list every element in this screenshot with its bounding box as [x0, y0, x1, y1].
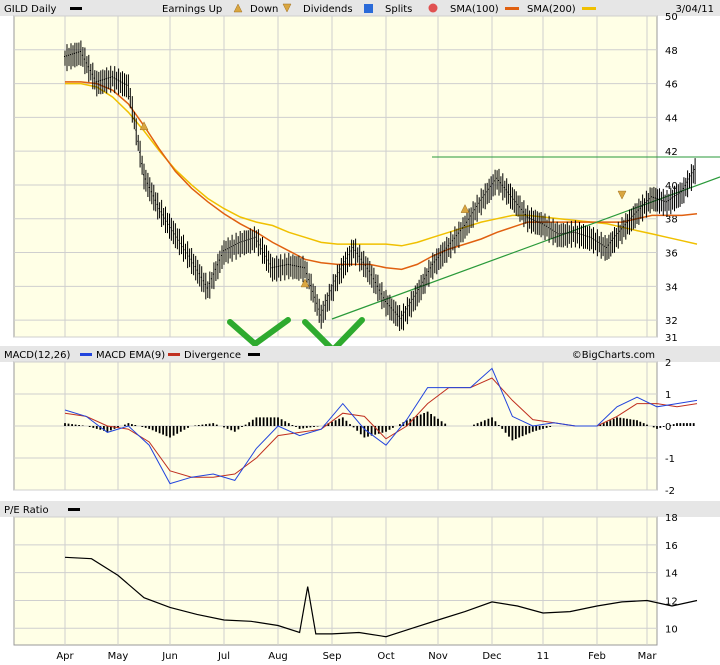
pe-swatch	[68, 508, 80, 511]
x-tick-label: Jun	[161, 651, 178, 662]
macd-line	[64, 367, 698, 485]
chart-title: GILD Daily	[4, 4, 57, 15]
x-tick-label: Nov	[428, 651, 448, 662]
pe-tick-label: 16	[665, 541, 678, 552]
x-tick-label: Aug	[268, 651, 288, 662]
macd-tick-label: -1	[665, 454, 675, 465]
x-tick-label: Dec	[482, 651, 501, 662]
pe-tick-label: 14	[665, 569, 678, 580]
price-tick-label: 50	[665, 12, 678, 23]
macd-panel: MACD(12,26) MACD EMA(9) Divergence ©BigC…	[0, 346, 720, 497]
price-tick-label: 44	[665, 113, 678, 124]
price-tick-label: 34	[665, 282, 678, 293]
price-tick-label: 40	[665, 181, 678, 192]
earnings-markers	[139, 121, 627, 288]
price-tick-label: 42	[665, 147, 678, 158]
x-tick-label: 11	[537, 651, 550, 662]
watermark: ©BigCharts.com	[572, 350, 655, 361]
x-tick-label: Sep	[323, 651, 342, 662]
sma200-swatch	[582, 7, 596, 10]
price-grid	[14, 15, 657, 338]
earnings-marker-icon	[139, 121, 149, 131]
pe-grid	[14, 516, 657, 645]
divergence-swatch	[248, 353, 260, 356]
legend-down: Down	[250, 4, 278, 15]
price-tick-label: 31	[665, 333, 678, 344]
macd-tick-label: -2	[665, 486, 675, 497]
legend-earnings-up: Earnings Up	[162, 4, 222, 15]
pe-plot-area	[13, 516, 658, 646]
earnings-down-icon	[282, 3, 292, 13]
divergence-label: Divergence	[184, 350, 241, 361]
ema-swatch	[168, 353, 180, 356]
x-axis: Apr May Jun Jul Aug Sep Oct Nov Dec 11 Feb Mar	[56, 651, 657, 662]
pe-tick-label: 12	[665, 596, 678, 607]
price-tick-label: 48	[665, 46, 678, 57]
check-mark-left-icon	[227, 317, 291, 347]
earnings-marker-icon	[617, 190, 627, 200]
pe-panel: P/E Ratio 10 12 14 16 18	[0, 501, 720, 646]
macd-y-axis: -2 -1 0 1 2	[665, 358, 675, 497]
dividends-icon	[364, 4, 373, 13]
legend-splits: Splits	[385, 4, 412, 15]
x-tick-label: Apr	[56, 651, 74, 662]
x-tick-label: Jul	[217, 651, 230, 662]
macd-ema-label: MACD EMA(9)	[96, 350, 165, 361]
price-bars	[64, 40, 696, 331]
earnings-up-icon	[233, 3, 243, 13]
price-tick-label: 46	[665, 80, 678, 91]
earnings-marker-icon	[460, 204, 470, 213]
pe-line	[64, 556, 698, 638]
x-tick-label: Mar	[638, 651, 658, 662]
earnings-marker-icon	[300, 278, 310, 288]
pe-tick-label: 18	[665, 513, 678, 524]
sma100-swatch	[505, 7, 519, 10]
price-tick-label: 32	[665, 316, 678, 327]
chart-date: 3/04/11	[675, 4, 714, 15]
macd-swatch	[80, 353, 92, 356]
price-legend-swatch	[70, 7, 82, 10]
pe-title: P/E Ratio	[4, 505, 49, 516]
legend-sma200: SMA(200)	[527, 4, 576, 15]
x-tick-label: Oct	[377, 651, 394, 662]
macd-tick-label: 1	[665, 390, 671, 401]
macd-tick-label: 2	[665, 358, 671, 369]
legend-dividends: Dividends	[303, 4, 353, 15]
legend-sma100: SMA(100)	[450, 4, 499, 15]
x-tick-label: May	[108, 651, 129, 662]
macd-tick-label: 0	[665, 422, 671, 433]
x-tick-label: Feb	[588, 651, 606, 662]
pe-tick-label: 10	[665, 624, 678, 635]
macd-title: MACD(12,26)	[4, 350, 71, 361]
pe-y-axis: 10 12 14 16 18	[665, 513, 678, 635]
price-tick-label: 38	[665, 215, 678, 226]
price-tick-label: 36	[665, 249, 678, 260]
price-panel: GILD Daily Earnings Up Down Dividends Sp…	[0, 0, 720, 353]
price-y-axis: 31 32 34 36 38 40 42 44 46 48 50	[665, 12, 678, 344]
splits-icon	[428, 3, 438, 13]
